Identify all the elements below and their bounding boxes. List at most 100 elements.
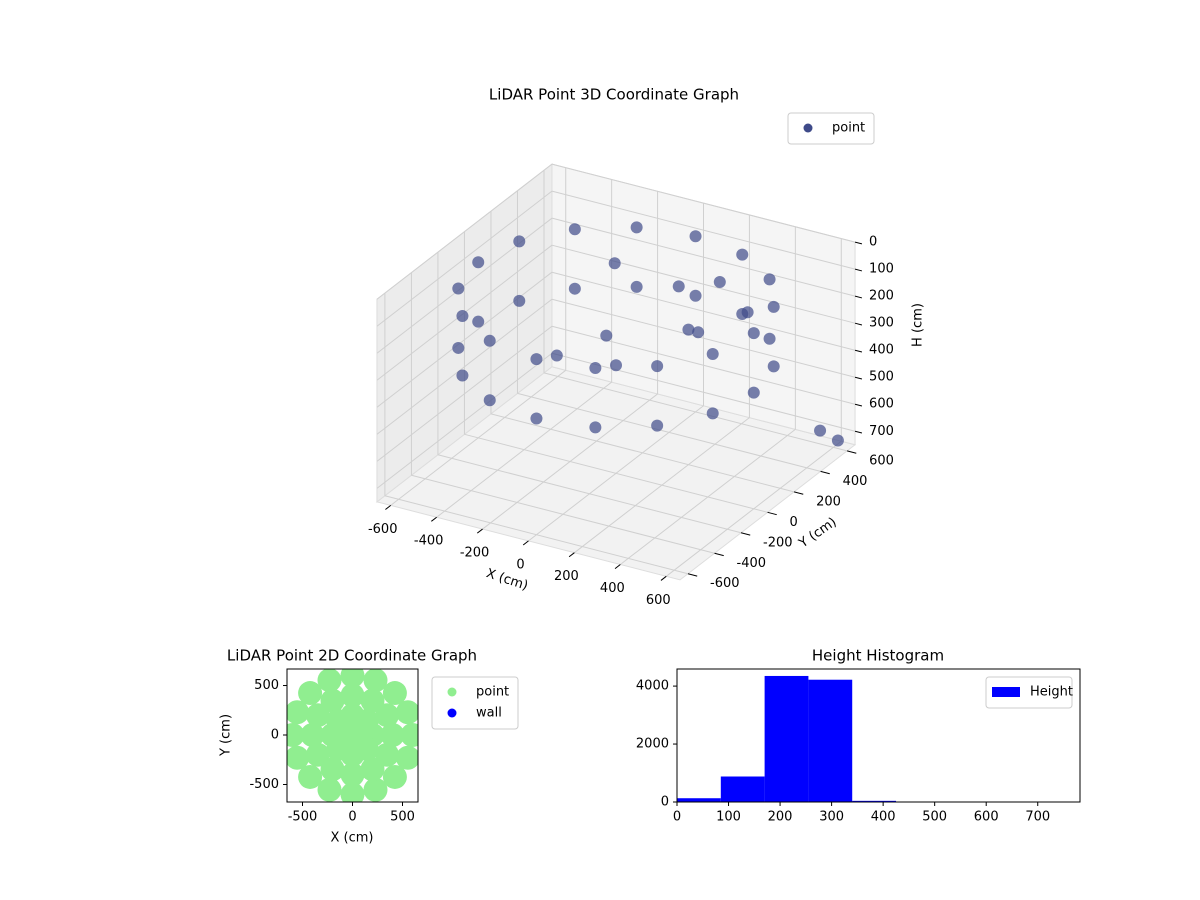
tick-mark [767,511,777,516]
chart-title: Height Histogram [812,647,944,665]
point [600,329,613,342]
z-tick-label: 200 [869,289,894,304]
point [305,703,330,728]
grid-line [551,352,856,432]
legend-frame [985,676,1073,709]
z-tick-label: 0 [869,235,877,250]
tick-mark [854,376,863,380]
y-tick-label: 2000 [636,737,669,752]
tick-mark [793,491,804,495]
grid-line [551,244,856,324]
point [300,723,325,748]
point [589,361,602,374]
point [651,419,664,432]
y-tick-label: 0 [790,515,798,530]
bar [852,800,897,802]
tick-mark [660,575,667,581]
y-tick-label: 0 [271,728,279,743]
point [452,282,465,295]
legend-label: Height [1030,685,1073,700]
point [400,723,418,748]
point [513,294,526,307]
point [287,745,310,770]
point [456,369,469,382]
point [767,360,780,373]
z-tick-label: 300 [869,316,894,331]
point [763,273,776,286]
x-tick-label: 400 [600,581,625,596]
grid-line [411,474,715,554]
point [287,723,305,748]
x-tick-label: -400 [414,534,444,549]
tick-mark [854,322,863,326]
point [380,723,405,748]
point [741,306,754,319]
point [363,777,388,802]
x-tick-label: 0 [348,810,356,825]
z-tick-label: 500 [869,370,894,385]
point [608,257,621,270]
tick-mark [854,241,863,245]
grid-line [551,271,856,351]
bar [764,675,809,802]
point [767,300,780,313]
point [763,332,776,345]
x-axis-label: X (cm) [331,831,374,846]
point [747,327,760,340]
point [706,407,719,420]
legend-marker [803,123,813,133]
point [692,326,705,339]
x-tick-label: 600 [646,593,671,608]
axes-frame [676,668,1081,803]
tick-mark [854,268,863,272]
legend-marker [447,687,457,697]
legend-label: wall [476,706,502,721]
x-tick-label: -200 [460,546,490,561]
point [610,359,622,372]
tick-mark [854,349,863,353]
grid-line [551,163,856,243]
point [472,315,485,328]
legend-swatch [992,687,1020,697]
point [530,412,543,425]
point [340,683,365,708]
tick-mark [568,552,575,558]
point [483,394,496,407]
tick-mark [714,552,724,557]
point [831,434,844,447]
point [706,347,719,360]
point [360,688,385,713]
point [382,681,407,706]
point [287,700,310,725]
y-axis-label: Y (cm) [219,714,234,757]
point [589,421,602,434]
point [530,353,543,366]
point [736,248,749,261]
y-tick-label: -500 [249,777,279,792]
grid-line [490,413,795,493]
x-tick-label: 300 [819,810,844,825]
point [456,310,469,323]
point [689,289,702,302]
grid-line [376,325,553,462]
y-tick-label: 200 [816,494,841,509]
y-tick-label: 4000 [636,679,669,694]
tick-mark [687,573,698,577]
z-tick-label: 600 [869,397,894,412]
point [513,235,526,248]
grid-line [551,190,856,270]
point [651,360,664,373]
tick-mark [431,516,437,522]
grid-line [376,352,553,489]
y-tick-label: 400 [843,474,868,489]
point [682,323,695,336]
bar [720,776,765,802]
point [395,700,418,725]
tick-mark [614,564,621,569]
point [382,764,407,789]
legend-frame [787,112,875,145]
x-tick-label: 500 [922,810,947,825]
x-tick-label: 0 [673,810,681,825]
legend-marker [447,708,457,718]
